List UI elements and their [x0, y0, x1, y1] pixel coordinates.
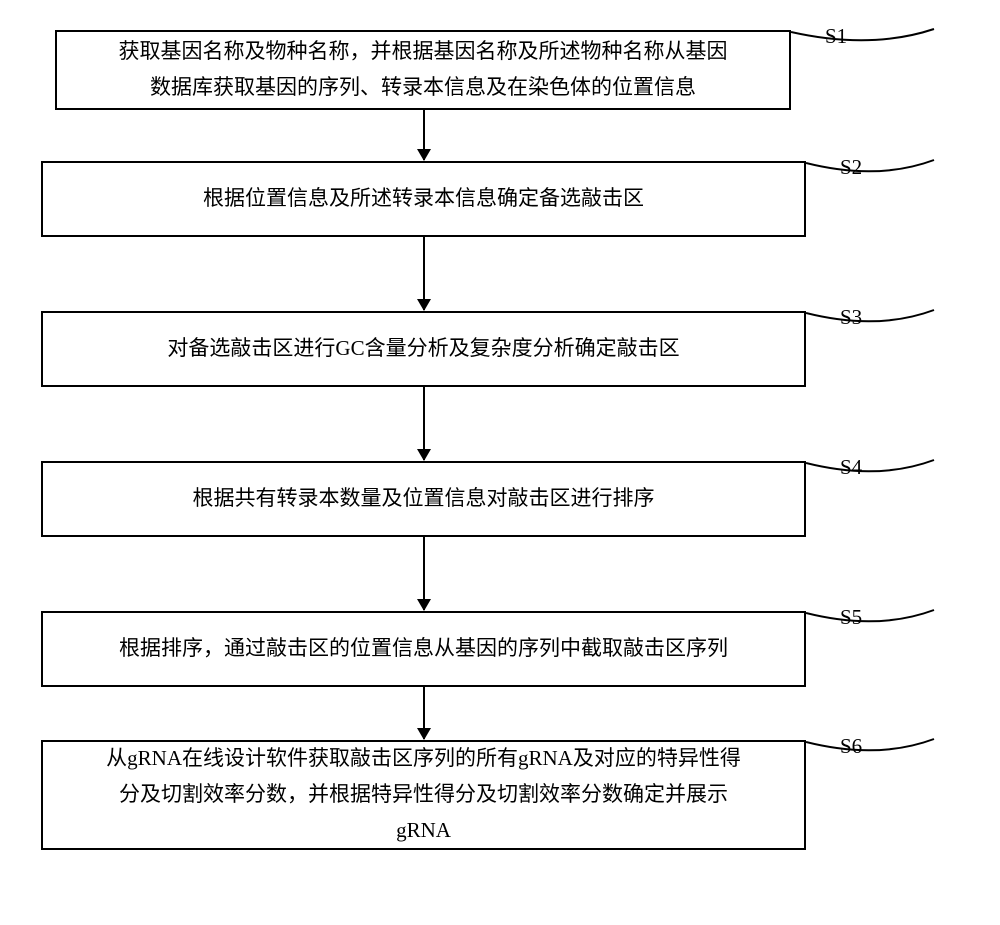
- arrow-after-s1: [20, 110, 980, 161]
- connector-s4: [806, 457, 936, 485]
- step-row-s1: 获取基因名称及物种名称，并根据基因名称及所述物种名称从基因 数据库获取基因的序列…: [20, 30, 980, 110]
- step-row-s3: 对备选敲击区进行GC含量分析及复杂度分析确定敲击区S3: [20, 311, 980, 387]
- arrow-after-s2: [20, 237, 980, 311]
- step-box-s1: 获取基因名称及物种名称，并根据基因名称及所述物种名称从基因 数据库获取基因的序列…: [55, 30, 791, 110]
- step-box-s3: 对备选敲击区进行GC含量分析及复杂度分析确定敲击区: [41, 311, 806, 387]
- arrow-after-s4: [20, 537, 980, 611]
- arrow-after-s5: [20, 687, 980, 740]
- step-label-s1: S1: [825, 24, 847, 49]
- step-label-s2: S2: [840, 155, 862, 180]
- step-row-s6: 从gRNA在线设计软件获取敲击区序列的所有gRNA及对应的特异性得 分及切割效率…: [20, 740, 980, 850]
- step-label-s3: S3: [840, 305, 862, 330]
- arrow-after-s3: [20, 387, 980, 461]
- step-row-s2: 根据位置信息及所述转录本信息确定备选敲击区S2: [20, 161, 980, 237]
- connector-s2: [806, 157, 936, 185]
- connector-s3: [806, 307, 936, 335]
- connector-s6: [806, 736, 936, 764]
- step-label-s4: S4: [840, 455, 862, 480]
- step-row-s5: 根据排序，通过敲击区的位置信息从基因的序列中截取敲击区序列S5: [20, 611, 980, 687]
- step-box-s2: 根据位置信息及所述转录本信息确定备选敲击区: [41, 161, 806, 237]
- connector-s1: [791, 26, 936, 54]
- step-box-s5: 根据排序，通过敲击区的位置信息从基因的序列中截取敲击区序列: [41, 611, 806, 687]
- step-box-s6: 从gRNA在线设计软件获取敲击区序列的所有gRNA及对应的特异性得 分及切割效率…: [41, 740, 806, 850]
- connector-s5: [806, 607, 936, 635]
- flowchart: 获取基因名称及物种名称，并根据基因名称及所述物种名称从基因 数据库获取基因的序列…: [20, 30, 980, 850]
- step-label-s6: S6: [840, 734, 862, 759]
- step-label-s5: S5: [840, 605, 862, 630]
- step-box-s4: 根据共有转录本数量及位置信息对敲击区进行排序: [41, 461, 806, 537]
- step-row-s4: 根据共有转录本数量及位置信息对敲击区进行排序S4: [20, 461, 980, 537]
